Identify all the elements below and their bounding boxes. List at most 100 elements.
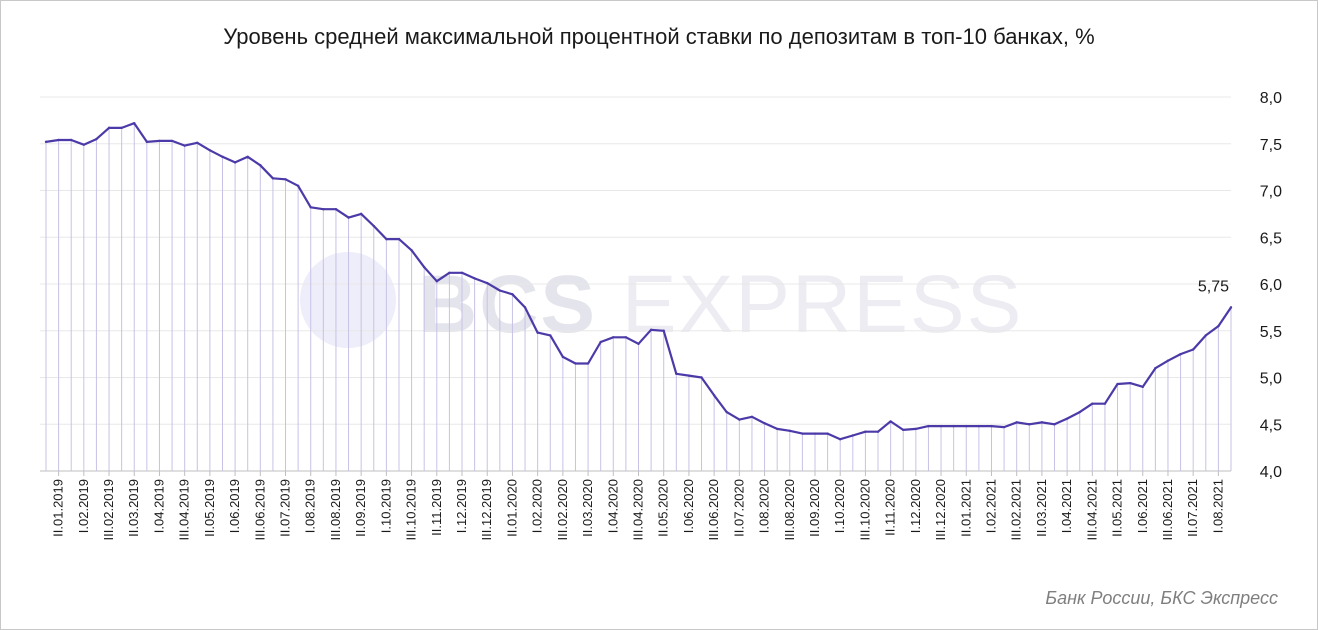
data-point [120,126,123,130]
data-point [1154,366,1157,370]
data-point [990,424,993,428]
x-tick-label: III.10.2019 [404,479,419,540]
x-tick-label: II.09.2020 [807,479,822,537]
x-tick-label: III.02.2019 [101,479,116,540]
y-tick-label: 6,5 [1260,230,1282,247]
y-tick-label: 8,0 [1260,90,1282,107]
y-tick-label: 7,0 [1260,184,1282,201]
data-point [259,164,262,167]
data-point [1166,359,1170,362]
x-tick-label: III.06.2021 [1160,479,1175,540]
data-point [864,430,867,433]
data-point [511,293,514,296]
data-point [977,424,981,428]
source-note: Банк России, БКС Экспресс [1045,588,1278,608]
data-point [839,438,842,441]
data-point [233,161,237,164]
data-point [750,415,754,418]
x-tick-label: I.08.2019 [303,479,318,533]
data-point [1204,334,1207,337]
x-tick-label: I.06.2021 [1135,479,1150,533]
data-point [662,329,665,332]
data-point [1217,324,1220,328]
data-point [1141,385,1144,389]
x-tick-label: I.06.2020 [681,479,696,533]
x-tick-label: III.06.2020 [706,479,721,540]
data-point [44,140,48,144]
data-point [952,424,955,428]
data-point [1040,421,1044,424]
x-tick-label: III.12.2020 [933,479,948,540]
y-tick-label: 5,0 [1260,371,1282,388]
data-point [57,138,60,142]
data-point [649,328,653,332]
x-tick-label: I.02.2021 [983,479,998,533]
data-point [889,420,892,423]
data-point [1065,417,1069,420]
data-point [448,271,451,274]
x-tick-label: I.06.2019 [227,479,242,533]
y-tick-label: 7,5 [1260,137,1282,154]
data-point [939,424,943,428]
data-point [372,224,375,228]
data-point [70,138,73,142]
data-point [158,139,161,143]
data-point [536,331,539,334]
x-tick-label: II.05.2020 [656,479,671,537]
data-label-last: 5,75 [1198,278,1229,295]
x-tick-label: I.02.2020 [530,479,545,533]
x-tick-label: I.02.2019 [76,479,91,533]
x-tick-label: II.01.2019 [51,479,66,537]
y-tick-label: 4,0 [1260,464,1282,481]
data-point [561,355,565,359]
x-tick-label: I.04.2021 [1059,479,1074,533]
data-point [170,139,174,143]
x-tick-label: I.12.2019 [454,479,469,533]
data-point [410,249,413,252]
x-tick-label: II.07.2020 [731,479,746,537]
data-point [523,306,527,309]
x-tick-label: II.07.2019 [278,479,293,537]
chart-title: Уровень средней максимальной процентной … [223,24,1095,49]
x-tick-label: I.04.2019 [151,479,166,533]
data-point [1091,402,1094,405]
data-point [801,432,804,435]
x-tick-label: III.10.2020 [857,479,872,540]
x-tick-label: I.08.2020 [757,479,772,533]
data-point [738,418,741,421]
data-point [1179,352,1182,356]
x-tick-label: II.11.2019 [429,479,444,536]
data-point [498,289,502,292]
data-point [95,137,98,141]
data-point [435,279,438,283]
x-tick-label: II.11.2020 [883,479,898,536]
data-point [624,336,628,339]
y-tick-label: 5,5 [1260,324,1282,341]
data-point [1103,402,1107,405]
data-point [1078,410,1081,414]
data-point [599,340,602,344]
data-point [612,336,615,339]
y-tick-label: 4,5 [1260,417,1282,434]
data-point [183,144,186,147]
data-point [700,376,703,379]
x-tick-label: II.03.2019 [126,479,141,537]
x-tick-label: III.04.2019 [177,479,192,540]
data-point [586,362,590,365]
x-tick-label: II.05.2019 [202,479,217,537]
x-tick-label: I.10.2020 [832,479,847,533]
data-point [763,422,766,425]
data-point [637,342,640,346]
watermark-text-light: EXPRESS [597,259,1024,350]
x-tick-label: III.04.2020 [631,479,646,540]
data-point [460,271,464,274]
data-point [133,121,136,125]
data-point [775,427,779,431]
data-point [813,432,817,435]
data-point [422,265,426,269]
data-point [675,372,678,375]
data-point [347,216,350,219]
data-point [549,334,552,337]
data-point [246,155,249,159]
